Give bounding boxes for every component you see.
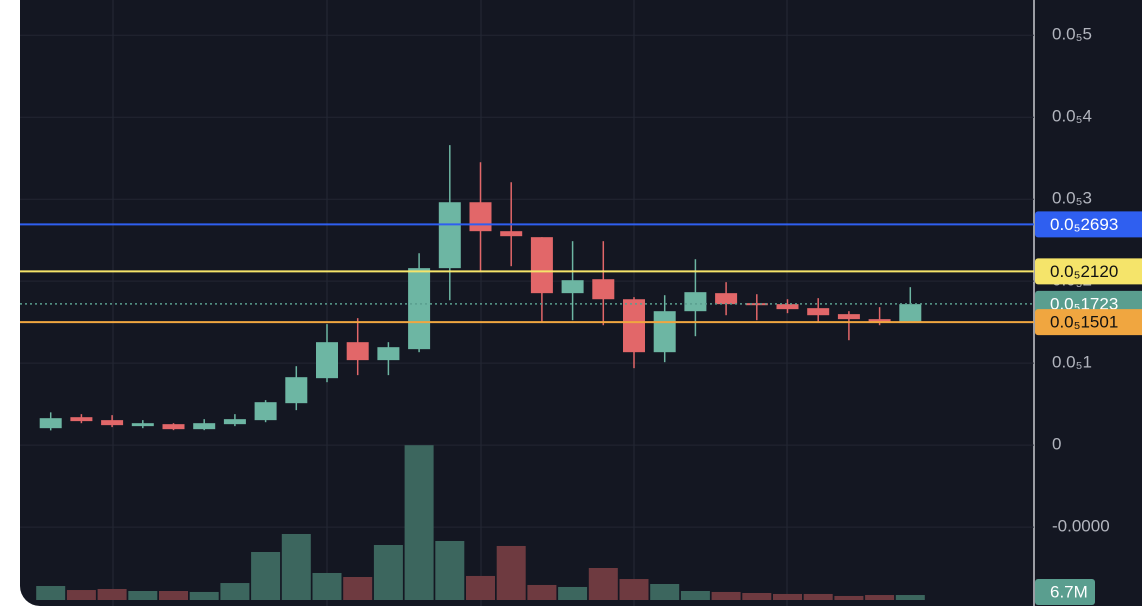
volume-bar <box>466 575 495 600</box>
y-tick-label: 0.0₅5 <box>1052 25 1092 44</box>
y-tick-label: -0.0000 <box>1052 517 1110 536</box>
chart-panel <box>20 0 1142 606</box>
price-pill-label: 0.0₅2120 <box>1050 262 1118 281</box>
candle-body <box>776 304 799 310</box>
price-pill-label: 0.0₅2693 <box>1050 215 1118 234</box>
candle-body <box>346 342 369 361</box>
volume-bar <box>312 572 342 600</box>
candle-body <box>131 423 154 427</box>
candle-body <box>899 304 922 323</box>
volume-bar <box>558 586 588 600</box>
volume-bar <box>251 552 281 600</box>
volume-bar <box>711 591 741 600</box>
price-pill <box>1035 211 1142 238</box>
volume-bar <box>834 595 864 600</box>
price-pill <box>1035 309 1142 336</box>
candle-body <box>193 423 216 430</box>
candle-body <box>807 308 830 316</box>
volume-bar <box>373 545 403 600</box>
candle-body <box>592 279 615 300</box>
volume-bar <box>650 584 680 600</box>
volume-bar <box>895 595 925 600</box>
candle-body <box>469 202 492 232</box>
volume-bar <box>742 593 772 600</box>
y-tick-label: 0.0₅1 <box>1052 353 1092 372</box>
volume-bar <box>66 590 96 600</box>
volume-pill <box>1035 579 1095 605</box>
price-pill-label: 0.0₅1501 <box>1050 313 1118 332</box>
y-tick-label: 0.0₅3 <box>1052 189 1092 208</box>
candle-body <box>254 402 277 421</box>
candle-body <box>653 311 676 353</box>
volume-bar <box>496 545 526 600</box>
candle-body <box>623 299 645 353</box>
candle-body <box>316 342 338 379</box>
volume-pill-label: 6.7M <box>1050 582 1088 601</box>
volume-bar <box>435 540 465 600</box>
candle-body <box>377 347 400 361</box>
price-pill-label: 0.0₅1723 <box>1050 294 1118 313</box>
volume-bar <box>619 579 649 600</box>
volume-bar <box>220 583 250 600</box>
volume-bar <box>36 586 66 600</box>
candle-body <box>101 420 124 426</box>
volume-bar <box>159 590 188 600</box>
volume-bar <box>865 595 895 600</box>
volume-bar <box>588 568 618 600</box>
candle-body <box>223 419 246 425</box>
candle-body <box>70 417 93 422</box>
candle-body <box>715 293 738 305</box>
volume-bar <box>404 445 434 600</box>
price-pill <box>1035 258 1142 285</box>
volume-bar <box>343 577 373 600</box>
y-tick-label: 0 <box>1052 435 1061 454</box>
candle-body <box>868 319 891 323</box>
volume-bar <box>527 584 557 600</box>
candle-body <box>500 231 523 237</box>
y-tick-label: 0.0₅4 <box>1052 107 1092 126</box>
candle-body <box>837 314 860 320</box>
candle-body <box>408 268 431 350</box>
volume-bar <box>281 533 311 600</box>
candle-body <box>285 377 308 404</box>
candle-body <box>561 280 584 294</box>
volume-bar <box>97 588 127 600</box>
volume-bar <box>773 593 802 600</box>
candle-body <box>530 237 553 294</box>
candle-body <box>438 202 461 269</box>
volume-bar <box>128 590 158 600</box>
volume-bar <box>803 593 833 600</box>
candle-body <box>39 418 62 429</box>
volume-bar <box>680 590 710 600</box>
candle-body <box>162 424 185 430</box>
candle-body <box>684 292 707 312</box>
volume-bar <box>189 591 219 600</box>
